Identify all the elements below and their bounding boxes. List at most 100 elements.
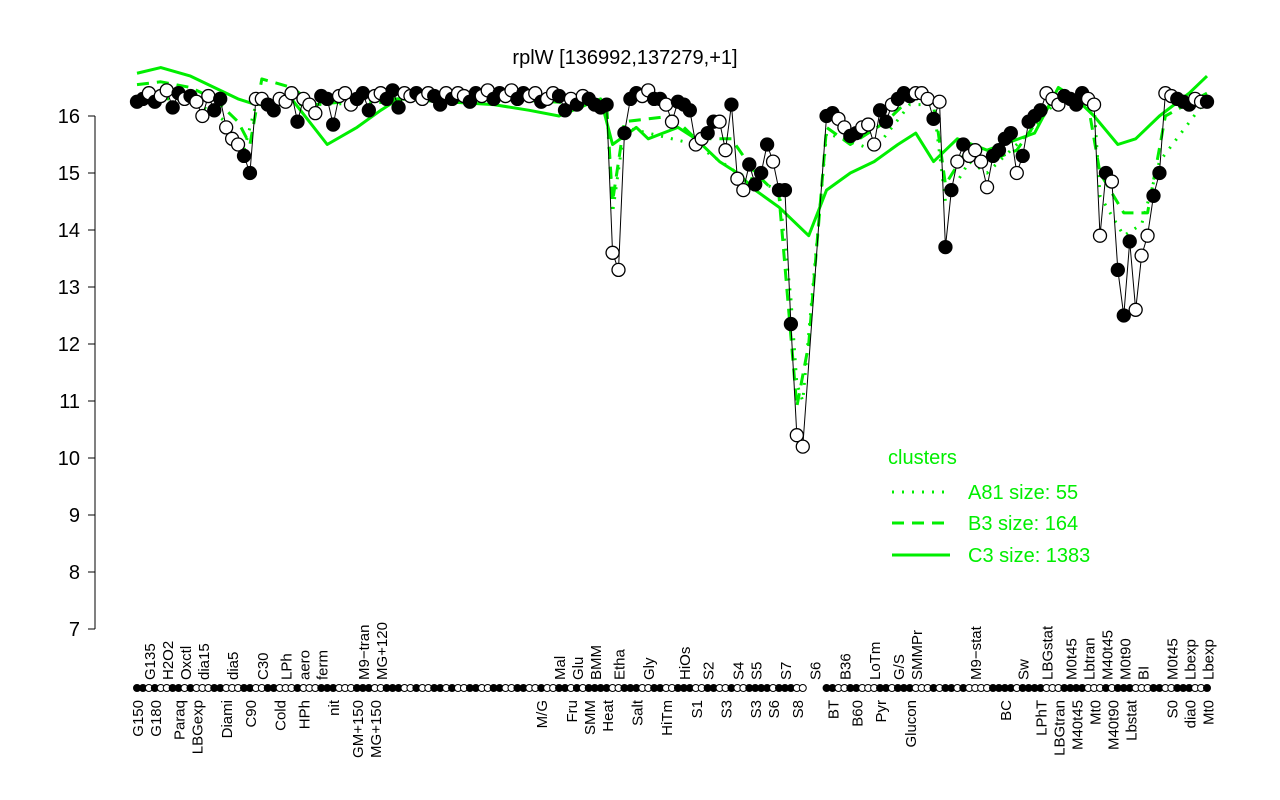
data-point bbox=[1033, 103, 1048, 118]
y-tick-label: 8 bbox=[69, 562, 80, 584]
data-point bbox=[700, 125, 715, 141]
x-tick-label: HiTm bbox=[659, 700, 676, 736]
cluster-line-solid bbox=[136, 66, 1209, 238]
legend: clusters A81 size: 55 B3 size: 164 C3 si… bbox=[888, 447, 1090, 567]
x-tick-label: B36 bbox=[837, 653, 854, 680]
x-axis-labels: G150 G180 Paraq LBGexp Diami C90 Cold HPh nit GM+… bbox=[130, 622, 1217, 758]
x-tick-label: dia5 bbox=[225, 652, 242, 680]
x-tick-label: Mt0 bbox=[1088, 700, 1105, 725]
x-tick-label: S4 bbox=[730, 662, 747, 680]
data-point bbox=[1069, 97, 1084, 112]
x-tick-label: BMM bbox=[588, 645, 605, 680]
data-point bbox=[213, 91, 228, 107]
x-tick-label: Glu bbox=[570, 657, 587, 680]
data-point bbox=[361, 103, 376, 118]
y-tick-label: 14 bbox=[58, 220, 80, 242]
data-point bbox=[783, 316, 799, 332]
expression-line bbox=[136, 89, 1207, 449]
x-tick-label: M9−stat bbox=[968, 625, 985, 680]
x-tick-label: Paraq bbox=[172, 700, 189, 740]
x-tick-label: Mal bbox=[552, 656, 569, 680]
data-point bbox=[712, 114, 727, 129]
x-tick-label: MG+150 bbox=[368, 700, 385, 758]
x-tick-label: GM+150 bbox=[350, 700, 367, 758]
data-point bbox=[1116, 308, 1131, 323]
data-point bbox=[1110, 262, 1125, 278]
data-point bbox=[1015, 148, 1030, 164]
y-tick-label: 11 bbox=[59, 391, 80, 413]
x-tick-label: M/G bbox=[534, 700, 551, 728]
data-point bbox=[724, 97, 739, 112]
chart-title: rplW [136992,137279,+1] bbox=[512, 47, 737, 69]
data-point bbox=[795, 439, 810, 454]
x-tick-label: Lbstat bbox=[1124, 699, 1141, 741]
data-point bbox=[207, 103, 222, 118]
y-tick-label: 9 bbox=[69, 505, 80, 527]
data-point bbox=[950, 154, 965, 169]
data-point bbox=[337, 86, 353, 101]
x-tick-label: LPhT bbox=[1034, 700, 1051, 736]
data-point bbox=[320, 91, 335, 107]
x-tick-label: LBGexp bbox=[190, 700, 207, 754]
data-point bbox=[872, 103, 888, 118]
data-point bbox=[861, 117, 876, 132]
data-point bbox=[1104, 174, 1120, 189]
x-tick-label: S7 bbox=[778, 662, 795, 680]
data-point bbox=[1134, 248, 1149, 263]
data-point bbox=[236, 148, 252, 164]
data-point bbox=[991, 143, 1007, 158]
x-tick-label: HPh bbox=[296, 700, 313, 729]
data-point bbox=[759, 137, 775, 152]
x-tick-label: dia15 bbox=[196, 643, 213, 680]
data-point bbox=[920, 91, 935, 107]
x-tick-label: Etha bbox=[612, 648, 629, 680]
data-point bbox=[765, 154, 781, 169]
x-tick-label: Glucon bbox=[903, 700, 920, 748]
data-point bbox=[658, 97, 674, 112]
data-point bbox=[968, 143, 983, 158]
x-tick-label: S3 bbox=[719, 700, 736, 718]
data-point bbox=[682, 103, 697, 118]
x-marker bbox=[1203, 684, 1211, 692]
data-point bbox=[290, 114, 305, 129]
x-tick-label: C30 bbox=[255, 652, 272, 680]
data-point bbox=[611, 262, 626, 278]
data-point bbox=[742, 157, 757, 172]
x-tick-label: BI bbox=[1135, 666, 1152, 680]
data-point bbox=[932, 94, 947, 109]
x-tick-label: M40t90 bbox=[1106, 700, 1123, 750]
legend-label-a81: A81 size: 55 bbox=[968, 482, 1078, 504]
data-point bbox=[165, 100, 180, 115]
data-point bbox=[557, 103, 573, 118]
cluster-line-dotted bbox=[137, 97, 1209, 403]
x-tick-label: Diami bbox=[219, 700, 236, 738]
data-point bbox=[219, 120, 234, 135]
data-point bbox=[385, 83, 400, 98]
data-point bbox=[284, 86, 299, 101]
data-point bbox=[938, 239, 953, 255]
x-tick-label: Sw bbox=[1016, 659, 1033, 680]
data-point bbox=[1146, 188, 1161, 203]
x-tick-label: LBGstat bbox=[1040, 625, 1057, 680]
data-point bbox=[664, 114, 680, 129]
x-tick-label: M40t45 bbox=[1099, 630, 1116, 680]
x-tick-label: S5 bbox=[748, 662, 765, 680]
x-tick-label: SMMPr bbox=[909, 630, 926, 680]
x-tick-label: Gly bbox=[641, 657, 658, 680]
data-point bbox=[718, 143, 733, 158]
data-point bbox=[1009, 165, 1024, 181]
x-marker bbox=[798, 684, 807, 692]
x-tick-label: S2 bbox=[701, 662, 718, 680]
x-tick-label: Lbexp bbox=[1200, 639, 1217, 680]
data-point bbox=[1128, 302, 1143, 317]
x-tick-label: Pyr bbox=[873, 700, 890, 723]
x-tick-label: S3 bbox=[748, 700, 765, 718]
legend-label-b3: B3 size: 164 bbox=[968, 513, 1078, 535]
data-point bbox=[789, 428, 804, 443]
x-tick-label: LBGtran bbox=[1052, 700, 1069, 756]
y-tick-label: 13 bbox=[58, 277, 80, 299]
data-point bbox=[551, 88, 567, 104]
x-tick-label: S6 bbox=[808, 662, 825, 680]
data-point bbox=[730, 171, 745, 186]
x-tick-label: BT bbox=[826, 700, 843, 719]
